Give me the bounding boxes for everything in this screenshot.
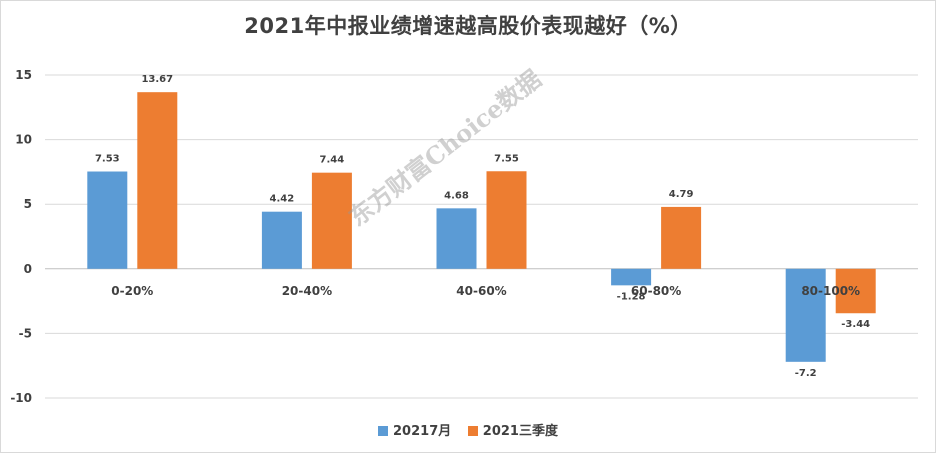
bar-2-60-80%	[661, 206, 702, 269]
data-label: 7.53	[95, 154, 120, 165]
x-tick-label: 0-20%	[111, 284, 153, 298]
bar-2-80-100%	[835, 268, 876, 314]
chart-title: 2021年中报业绩增速越高股价表现越好（%）	[244, 14, 692, 38]
legend-label-series-2: 2021三季度	[482, 424, 558, 439]
bar-1-80-100%	[785, 268, 826, 362]
bar-2-0-20%	[137, 92, 178, 269]
data-label: -1.28	[617, 291, 646, 302]
legend-swatch-series-1	[378, 426, 389, 436]
data-label: 4.79	[669, 189, 694, 200]
legend: 20217月 2021三季度	[0, 420, 936, 439]
x-tick-label: 40-60%	[456, 284, 506, 298]
data-label: 4.42	[270, 194, 295, 205]
y-tick-label: -5	[19, 326, 32, 340]
legend-item-series-1: 20217月	[378, 420, 451, 439]
bar-2-20-40%	[311, 172, 352, 269]
y-tick-label: 10	[15, 133, 32, 147]
bar-1-40-60%	[436, 208, 477, 269]
y-tick-label: 0	[24, 262, 32, 276]
data-label: -3.44	[841, 319, 870, 330]
bar-1-60-80%	[611, 268, 652, 286]
data-label: -7.2	[795, 368, 817, 379]
legend-item-series-2: 2021三季度	[467, 420, 558, 439]
y-tick-label: -10	[10, 391, 32, 405]
data-label: 7.44	[320, 155, 345, 166]
legend-label-series-1: 20217月	[393, 424, 452, 439]
y-tick-label: 5	[24, 197, 32, 211]
y-tick-label: 15	[15, 68, 32, 82]
bar-2-40-60%	[486, 171, 527, 269]
data-label: 13.67	[141, 74, 173, 85]
bar-1-0-20%	[87, 171, 128, 269]
data-label: 7.55	[494, 153, 519, 164]
data-label: 4.68	[444, 190, 469, 201]
x-tick-label: 20-40%	[282, 284, 332, 298]
x-tick-label: 80-100%	[801, 284, 860, 298]
bar-1-20-40%	[261, 211, 302, 269]
x-tick-label: 60-80%	[631, 284, 681, 298]
legend-swatch-series-2	[467, 426, 478, 436]
